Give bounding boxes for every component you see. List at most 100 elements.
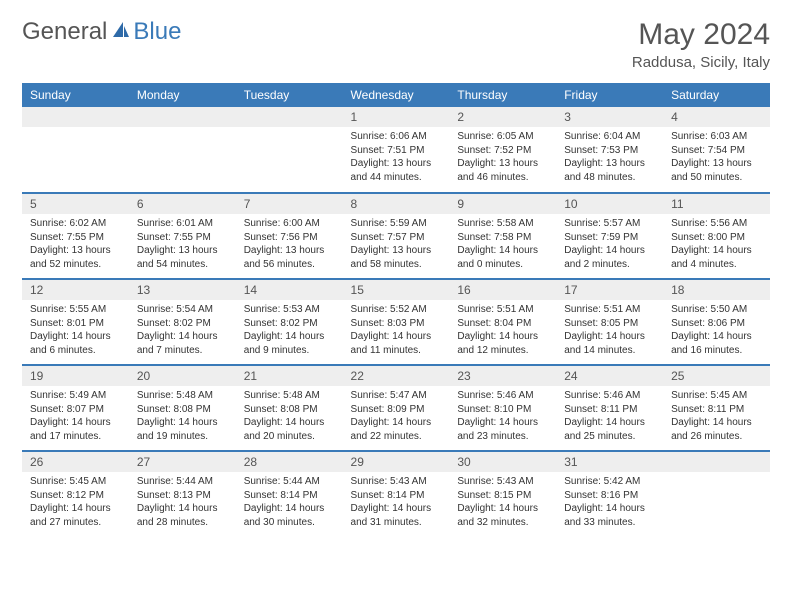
day-number: 2	[449, 107, 556, 127]
calendar-day-cell: 25 Sunrise: 5:45 AMSunset: 8:11 PMDayligh…	[663, 365, 770, 451]
day-content: Sunrise: 5:55 AMSunset: 8:01 PMDaylight:…	[22, 300, 129, 363]
calendar-day-cell: 15Sunrise: 5:52 AMSunset: 8:03 PMDayligh…	[343, 279, 450, 365]
logo: General Blue	[22, 18, 181, 46]
sunset-text: Sunset: 8:14 PM	[351, 489, 442, 503]
day-number: 4	[663, 107, 770, 127]
calendar-day-cell: 6Sunrise: 6:01 AMSunset: 7:55 PMDaylight…	[129, 193, 236, 279]
day-header: Wednesday	[343, 83, 450, 107]
daylight-text: and 58 minutes.	[351, 258, 442, 272]
day-number: 11	[663, 194, 770, 214]
day-content: Sunrise: 5:42 AMSunset: 8:16 PMDaylight:…	[556, 472, 663, 535]
daylight-text: Daylight: 14 hours	[671, 416, 762, 430]
day-header: Thursday	[449, 83, 556, 107]
daylight-text: Daylight: 14 hours	[564, 330, 655, 344]
calendar-day-cell: 18Sunrise: 5:50 AMSunset: 8:06 PMDayligh…	[663, 279, 770, 365]
daynum-empty	[663, 452, 770, 472]
calendar-day-cell: 29Sunrise: 5:43 AMSunset: 8:14 PMDayligh…	[343, 451, 450, 537]
day-number: 8	[343, 194, 450, 214]
sunrise-text: Sunrise: 5:50 AM	[671, 303, 762, 317]
daylight-text: and 33 minutes.	[564, 516, 655, 530]
daylight-text: Daylight: 13 hours	[457, 157, 548, 171]
calendar-week-row: 5Sunrise: 6:02 AMSunset: 7:55 PMDaylight…	[22, 193, 770, 279]
page-subtitle: Raddusa, Sicily, Italy	[632, 54, 770, 71]
sunset-text: Sunset: 8:02 PM	[137, 317, 228, 331]
sunset-text: Sunset: 8:11 PM	[564, 403, 655, 417]
daylight-text: Daylight: 13 hours	[137, 244, 228, 258]
sunrise-text: Sunrise: 5:58 AM	[457, 217, 548, 231]
sunset-text: Sunset: 7:52 PM	[457, 144, 548, 158]
calendar-day-cell: 5Sunrise: 6:02 AMSunset: 7:55 PMDaylight…	[22, 193, 129, 279]
daylight-text: and 30 minutes.	[244, 516, 335, 530]
daylight-text: Daylight: 14 hours	[564, 502, 655, 516]
sunrise-text: Sunrise: 5:56 AM	[671, 217, 762, 231]
sunset-text: Sunset: 8:06 PM	[671, 317, 762, 331]
day-content: Sunrise: 5:59 AMSunset: 7:57 PMDaylight:…	[343, 214, 450, 277]
day-header: Friday	[556, 83, 663, 107]
calendar-day-cell: 23Sunrise: 5:46 AMSunset: 8:10 PMDayligh…	[449, 365, 556, 451]
daylight-text: Daylight: 13 hours	[30, 244, 121, 258]
sunset-text: Sunset: 8:12 PM	[30, 489, 121, 503]
sunrise-text: Sunrise: 6:00 AM	[244, 217, 335, 231]
sunset-text: Sunset: 8:11 PM	[671, 403, 762, 417]
daylight-text: Daylight: 14 hours	[564, 416, 655, 430]
day-number: 6	[129, 194, 236, 214]
daylight-text: and 0 minutes.	[457, 258, 548, 272]
day-number: 28	[236, 452, 343, 472]
daylight-text: Daylight: 13 hours	[351, 244, 442, 258]
title-block: May 2024 Raddusa, Sicily, Italy	[632, 18, 770, 71]
day-content: Sunrise: 6:01 AMSunset: 7:55 PMDaylight:…	[129, 214, 236, 277]
calendar-day-cell: 14Sunrise: 5:53 AMSunset: 8:02 PMDayligh…	[236, 279, 343, 365]
calendar-day-cell: 21Sunrise: 5:48 AMSunset: 8:08 PMDayligh…	[236, 365, 343, 451]
day-number: 3	[556, 107, 663, 127]
sunrise-text: Sunrise: 5:45 AM	[671, 389, 762, 403]
day-content: Sunrise: 5:51 AMSunset: 8:05 PMDaylight:…	[556, 300, 663, 363]
daylight-text: Daylight: 14 hours	[671, 244, 762, 258]
calendar-day-cell	[236, 107, 343, 193]
day-content: Sunrise: 5:44 AMSunset: 8:14 PMDaylight:…	[236, 472, 343, 535]
day-number: 25	[663, 366, 770, 386]
sail-icon	[111, 20, 131, 45]
sunset-text: Sunset: 7:59 PM	[564, 231, 655, 245]
sunset-text: Sunset: 7:54 PM	[671, 144, 762, 158]
calendar-day-cell: 19Sunrise: 5:49 AMSunset: 8:07 PMDayligh…	[22, 365, 129, 451]
sunrise-text: Sunrise: 5:46 AM	[457, 389, 548, 403]
sunrise-text: Sunrise: 6:05 AM	[457, 130, 548, 144]
daylight-text: and 44 minutes.	[351, 171, 442, 185]
daylight-text: and 32 minutes.	[457, 516, 548, 530]
sunrise-text: Sunrise: 5:51 AM	[564, 303, 655, 317]
sunrise-text: Sunrise: 5:43 AM	[351, 475, 442, 489]
day-number: 18	[663, 280, 770, 300]
day-number: 16	[449, 280, 556, 300]
daylight-text: Daylight: 14 hours	[137, 416, 228, 430]
daylight-text: and 46 minutes.	[457, 171, 548, 185]
day-header: Tuesday	[236, 83, 343, 107]
daylight-text: Daylight: 13 hours	[671, 157, 762, 171]
sunset-text: Sunset: 8:16 PM	[564, 489, 655, 503]
day-content: Sunrise: 5:53 AMSunset: 8:02 PMDaylight:…	[236, 300, 343, 363]
sunrise-text: Sunrise: 5:54 AM	[137, 303, 228, 317]
daylight-text: and 17 minutes.	[30, 430, 121, 444]
sunset-text: Sunset: 8:03 PM	[351, 317, 442, 331]
daylight-text: and 20 minutes.	[244, 430, 335, 444]
calendar-day-cell: 3Sunrise: 6:04 AMSunset: 7:53 PMDaylight…	[556, 107, 663, 193]
daylight-text: and 54 minutes.	[137, 258, 228, 272]
daylight-text: Daylight: 14 hours	[244, 330, 335, 344]
daylight-text: and 50 minutes.	[671, 171, 762, 185]
daylight-text: and 6 minutes.	[30, 344, 121, 358]
calendar-day-cell	[129, 107, 236, 193]
sunrise-text: Sunrise: 5:53 AM	[244, 303, 335, 317]
day-number: 30	[449, 452, 556, 472]
day-header: Monday	[129, 83, 236, 107]
sunset-text: Sunset: 7:56 PM	[244, 231, 335, 245]
daylight-text: Daylight: 14 hours	[457, 416, 548, 430]
daylight-text: Daylight: 14 hours	[457, 244, 548, 258]
daylight-text: and 27 minutes.	[30, 516, 121, 530]
daylight-text: Daylight: 13 hours	[351, 157, 442, 171]
daylight-text: Daylight: 14 hours	[457, 330, 548, 344]
sunrise-text: Sunrise: 6:03 AM	[671, 130, 762, 144]
calendar-day-cell: 22Sunrise: 5:47 AMSunset: 8:09 PMDayligh…	[343, 365, 450, 451]
day-content: Sunrise: 6:06 AMSunset: 7:51 PMDaylight:…	[343, 127, 450, 190]
daylight-text: Daylight: 14 hours	[351, 416, 442, 430]
calendar-day-cell: 24Sunrise: 5:46 AMSunset: 8:11 PMDayligh…	[556, 365, 663, 451]
sunset-text: Sunset: 8:04 PM	[457, 317, 548, 331]
